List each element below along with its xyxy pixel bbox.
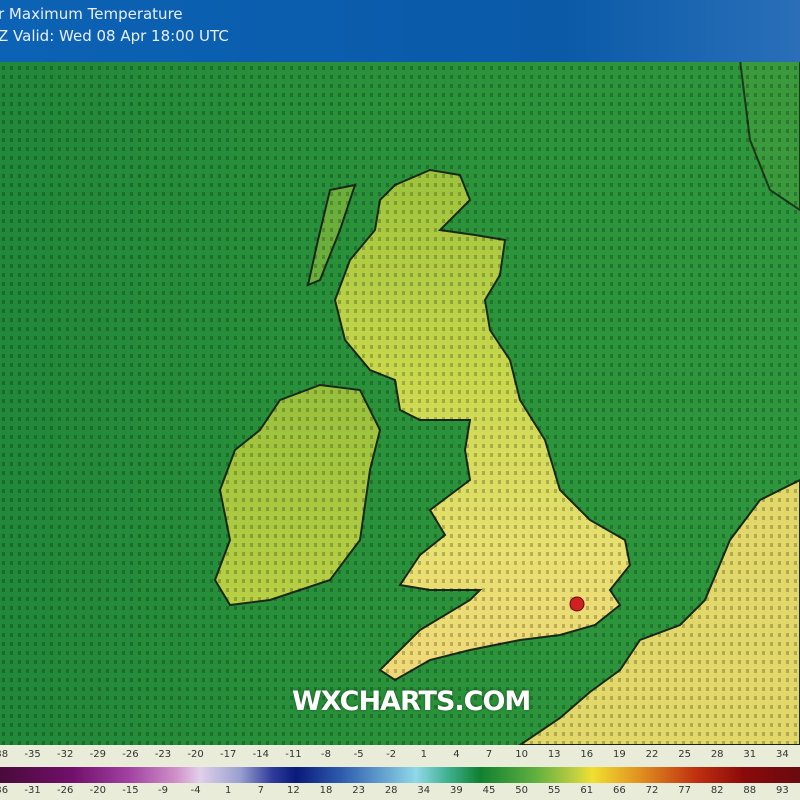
map-header: r Maximum Temperature Z Valid: Wed 08 Ap… [0, 0, 800, 62]
fahrenheit-label: 82 [710, 785, 724, 796]
celsius-label: -14 [252, 749, 269, 760]
celsius-label: -8 [321, 749, 331, 760]
celsius-label: 19 [613, 749, 626, 760]
fahrenheit-label: -9 [158, 785, 168, 796]
valid-time: Z Valid: Wed 08 Apr 18:00 UTC [0, 27, 229, 45]
fahrenheit-label: 28 [384, 785, 398, 796]
celsius-label: 22 [645, 749, 659, 760]
value-grid [0, 62, 800, 745]
celsius-label: -5 [353, 749, 364, 760]
fahrenheit-label: 1 [225, 785, 232, 796]
celsius-label: -38 [0, 749, 9, 760]
celsius-label: 7 [485, 749, 493, 760]
fahrenheit-label: 23 [352, 785, 365, 796]
color-scale-bar [0, 767, 800, 783]
location-dot-icon[interactable] [569, 596, 585, 612]
fahrenheit-label: 72 [645, 785, 659, 796]
celsius-label: 4 [453, 749, 460, 760]
celsius-label: -23 [154, 749, 172, 760]
fahrenheit-label: 93 [776, 785, 789, 796]
fahrenheit-label: -31 [24, 785, 41, 796]
fahrenheit-label: 61 [580, 785, 594, 796]
celsius-label: -2 [386, 749, 397, 760]
fahrenheit-label: 18 [319, 785, 333, 796]
celsius-label: -11 [285, 749, 302, 760]
fahrenheit-label: 12 [287, 785, 300, 796]
celsius-label: 25 [678, 749, 691, 760]
celsius-label: -32 [57, 749, 74, 760]
celsius-label: 1 [420, 749, 427, 760]
celsius-label: 13 [547, 749, 561, 760]
fahrenheit-label: -15 [122, 785, 139, 796]
celsius-label: -35 [24, 749, 41, 760]
fahrenheit-label: 7 [257, 785, 264, 796]
fahrenheit-label: 66 [613, 785, 626, 796]
celsius-label: -17 [220, 749, 237, 760]
map-title: r Maximum Temperature [0, 5, 183, 23]
fahrenheit-label: 77 [678, 785, 691, 796]
fahrenheit-label: -4 [190, 785, 201, 796]
celsius-label: -26 [122, 749, 139, 760]
fahrenheit-label: -20 [89, 785, 106, 796]
fahrenheit-label: 88 [743, 785, 757, 796]
temperature-map[interactable] [0, 0, 800, 745]
color-legend: -38 -35 -32 -29 -26 -23 -20 -17 -14 -11 -8 -5 -2 1 4 7 1… [0, 745, 800, 800]
celsius-label: -20 [187, 749, 204, 760]
celsius-label: 31 [743, 749, 757, 760]
celsius-label: -29 [89, 749, 106, 760]
celsius-label: 16 [580, 749, 594, 760]
fahrenheit-label: 34 [417, 785, 431, 796]
fahrenheit-label: 45 [482, 785, 496, 796]
celsius-label: 28 [710, 749, 724, 760]
watermark: WXCHARTS.COM [292, 686, 531, 717]
celsius-label: 34 [776, 749, 789, 760]
fahrenheit-labels: -36 -31 -26 -20 -15 -9 -4 1 7 12 18 23 28 34 39 45 50 55 6… [0, 785, 800, 799]
fahrenheit-label: -36 [0, 785, 9, 796]
fahrenheit-label: 39 [450, 785, 463, 796]
celsius-labels: -38 -35 -32 -29 -26 -23 -20 -17 -14 -11 -8 -5 -2 1 4 7 1… [0, 749, 800, 763]
fahrenheit-label: 55 [547, 785, 561, 796]
celsius-label: 10 [515, 749, 528, 760]
fahrenheit-label: -26 [57, 785, 74, 796]
fahrenheit-label: 50 [515, 785, 528, 796]
